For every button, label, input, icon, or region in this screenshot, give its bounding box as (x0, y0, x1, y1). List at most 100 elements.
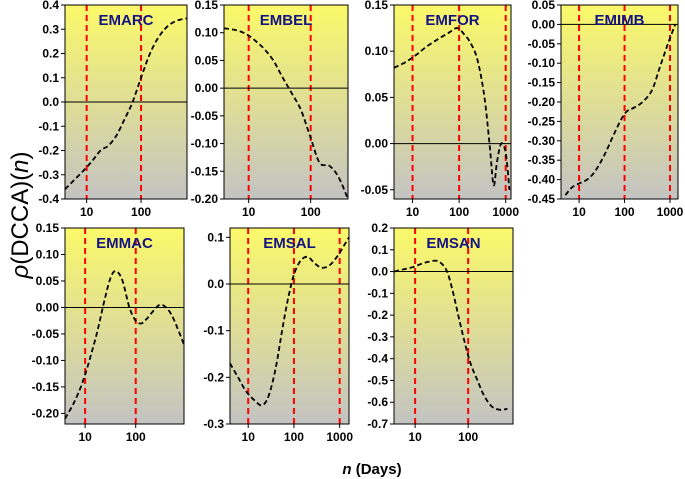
x-tick-label: 10 (242, 430, 256, 444)
x-tick-label: 100 (615, 205, 635, 219)
y-tick-label: 0.1 (371, 243, 388, 257)
panel-emfor: -0.05 0.00 0.05 0.10 0.15 10 100 1000 EMFOR (361, 0, 520, 219)
y-tick-label: 0.10 (195, 26, 219, 40)
panel-frame-emsan (393, 227, 514, 425)
dcca-curve-embel (223, 27, 349, 200)
panel-title-emsan: EMSAN (426, 235, 480, 252)
y-tick-label: -0.6 (367, 395, 388, 409)
y-tick-label: -0.20 (32, 406, 60, 420)
x-tick-label: 100 (126, 430, 146, 444)
y-tick-label: -0.2 (38, 144, 59, 158)
y-tick-label: 0.15 (36, 221, 60, 235)
panel-frame-emsal (229, 227, 350, 425)
x-axis-label: n (Days) (342, 461, 401, 478)
dcca-curve-emsal (229, 236, 350, 407)
panel-embel: -0.20 -0.15 -0.10 -0.05 0.00 0.05 0.10 0.15 10 10… (191, 0, 349, 219)
y-tick-label: -0.05 (191, 109, 219, 123)
y-tick-label: 0.0 (207, 277, 224, 291)
panel-title-emimb: EMIMB (595, 12, 645, 29)
y-tick-label: 0.05 (365, 90, 389, 104)
dcca-curve-emmac (64, 270, 185, 420)
y-tick-label: -0.1 (203, 324, 224, 338)
x-tick-label: 100 (449, 205, 469, 219)
panel-frame-emmac (64, 227, 185, 425)
y-tick-label: 0.10 (36, 247, 60, 261)
y-tick-label: 0.3 (42, 22, 59, 36)
panel-emmac: -0.20 -0.15 -0.10 -0.05 0.00 0.05 0.10 0.15 10 10… (32, 221, 185, 444)
y-tick-label: -0.4 (367, 352, 388, 366)
x-tick-label: 10 (572, 205, 586, 219)
y-tick-label: -0.5 (367, 373, 388, 387)
y-tick-label: 0.05 (532, 0, 556, 12)
y-tick-label: -0.15 (191, 164, 219, 178)
panel-frame-emfor (393, 4, 512, 200)
panel-background-emsan (394, 228, 513, 424)
panel-background-emimb (561, 5, 678, 199)
y-tick-label: 0.2 (371, 221, 388, 235)
y-tick-label: -0.35 (528, 153, 556, 167)
x-tick-label: 100 (458, 430, 478, 444)
y-tick-label: 0.05 (36, 274, 60, 288)
y-tick-label: -0.2 (203, 370, 224, 384)
panel-emsan: -0.7 -0.6 -0.5 -0.4 -0.3 -0.2 -0.1 0.0 0.1 0.2 10 1… (367, 221, 514, 444)
y-tick-label: -0.1 (38, 119, 59, 133)
panel-emarc: -0.4 -0.3 -0.2 -0.1 0.0 0.1 0.2 0.3 0.4 10 100 EMAR… (38, 0, 188, 219)
y-tick-label: 0.00 (532, 17, 556, 31)
y-tick-label: 0.2 (42, 47, 59, 61)
panel-frame-embel (223, 4, 349, 200)
panel-emimb: -0.45 -0.40 -0.35 -0.30 -0.25 -0.20 -0.15 -0.10… (528, 0, 684, 219)
y-tick-label: -0.7 (367, 417, 388, 431)
y-tick-label: 0.00 (36, 300, 60, 314)
y-label-n: n (7, 159, 34, 172)
panel-background-embel (224, 5, 348, 199)
y-tick-label: 0.15 (365, 0, 389, 12)
panel-background-emsal (230, 228, 349, 424)
x-tick-label: 1000 (657, 205, 684, 219)
y-tick-label: -0.05 (361, 183, 389, 197)
y-tick-label: -0.15 (528, 76, 556, 90)
x-tick-label: 10 (406, 205, 420, 219)
y-axis-label: ρ(DCCA)(n) (7, 151, 34, 279)
y-tick-label: -0.30 (528, 134, 556, 148)
y-tick-label: -0.2 (367, 308, 388, 322)
y-tick-label: -0.25 (528, 114, 556, 128)
y-tick-label: -0.1 (367, 286, 388, 300)
y-label-main: (DCCA)( (7, 173, 34, 265)
y-tick-label: -0.3 (367, 330, 388, 344)
panels-group: -0.4 -0.3 -0.2 -0.1 0.0 0.1 0.2 0.3 0.4 10 100 EMAR… (32, 0, 684, 444)
y-tick-label: -0.3 (203, 417, 224, 431)
y-label-rho: ρ (7, 265, 34, 280)
x-tick-label: 100 (301, 205, 321, 219)
panel-title-emmac: EMMAC (96, 235, 153, 252)
y-label-close: ) (7, 151, 34, 159)
panel-title-embel: EMBEL (260, 12, 313, 29)
y-tick-label: -0.4 (38, 192, 59, 206)
y-tick-label: -0.45 (528, 192, 556, 206)
y-tick-label: 0.05 (195, 53, 219, 67)
x-label-n: n (342, 461, 351, 478)
y-tick-label: 0.10 (365, 44, 389, 58)
panel-title-emsal: EMSAL (263, 235, 316, 252)
x-tick-label: 1000 (492, 205, 519, 219)
y-tick-label: 0.1 (42, 71, 59, 85)
y-tick-label: 0.15 (195, 0, 219, 12)
x-tick-label: 100 (131, 205, 151, 219)
panel-title-emfor: EMFOR (425, 12, 479, 29)
y-tick-label: 0.0 (42, 95, 59, 109)
y-tick-label: 0.00 (195, 81, 219, 95)
x-tick-label: 10 (80, 205, 94, 219)
y-tick-label: -0.05 (528, 37, 556, 51)
y-tick-label: -0.20 (191, 192, 219, 206)
dcca-curve-emfor (393, 27, 511, 190)
y-tick-label: -0.40 (528, 173, 556, 187)
x-tick-label: 100 (284, 430, 304, 444)
x-tick-label: 10 (78, 430, 92, 444)
y-tick-label: -0.10 (191, 137, 219, 151)
x-tick-label: 1000 (326, 430, 353, 444)
y-tick-label: 0.1 (207, 230, 224, 244)
panel-background-emmac (65, 228, 184, 424)
x-tick-label: 10 (242, 205, 256, 219)
y-tick-label: -0.20 (528, 95, 556, 109)
y-tick-label: 0.0 (371, 265, 388, 279)
